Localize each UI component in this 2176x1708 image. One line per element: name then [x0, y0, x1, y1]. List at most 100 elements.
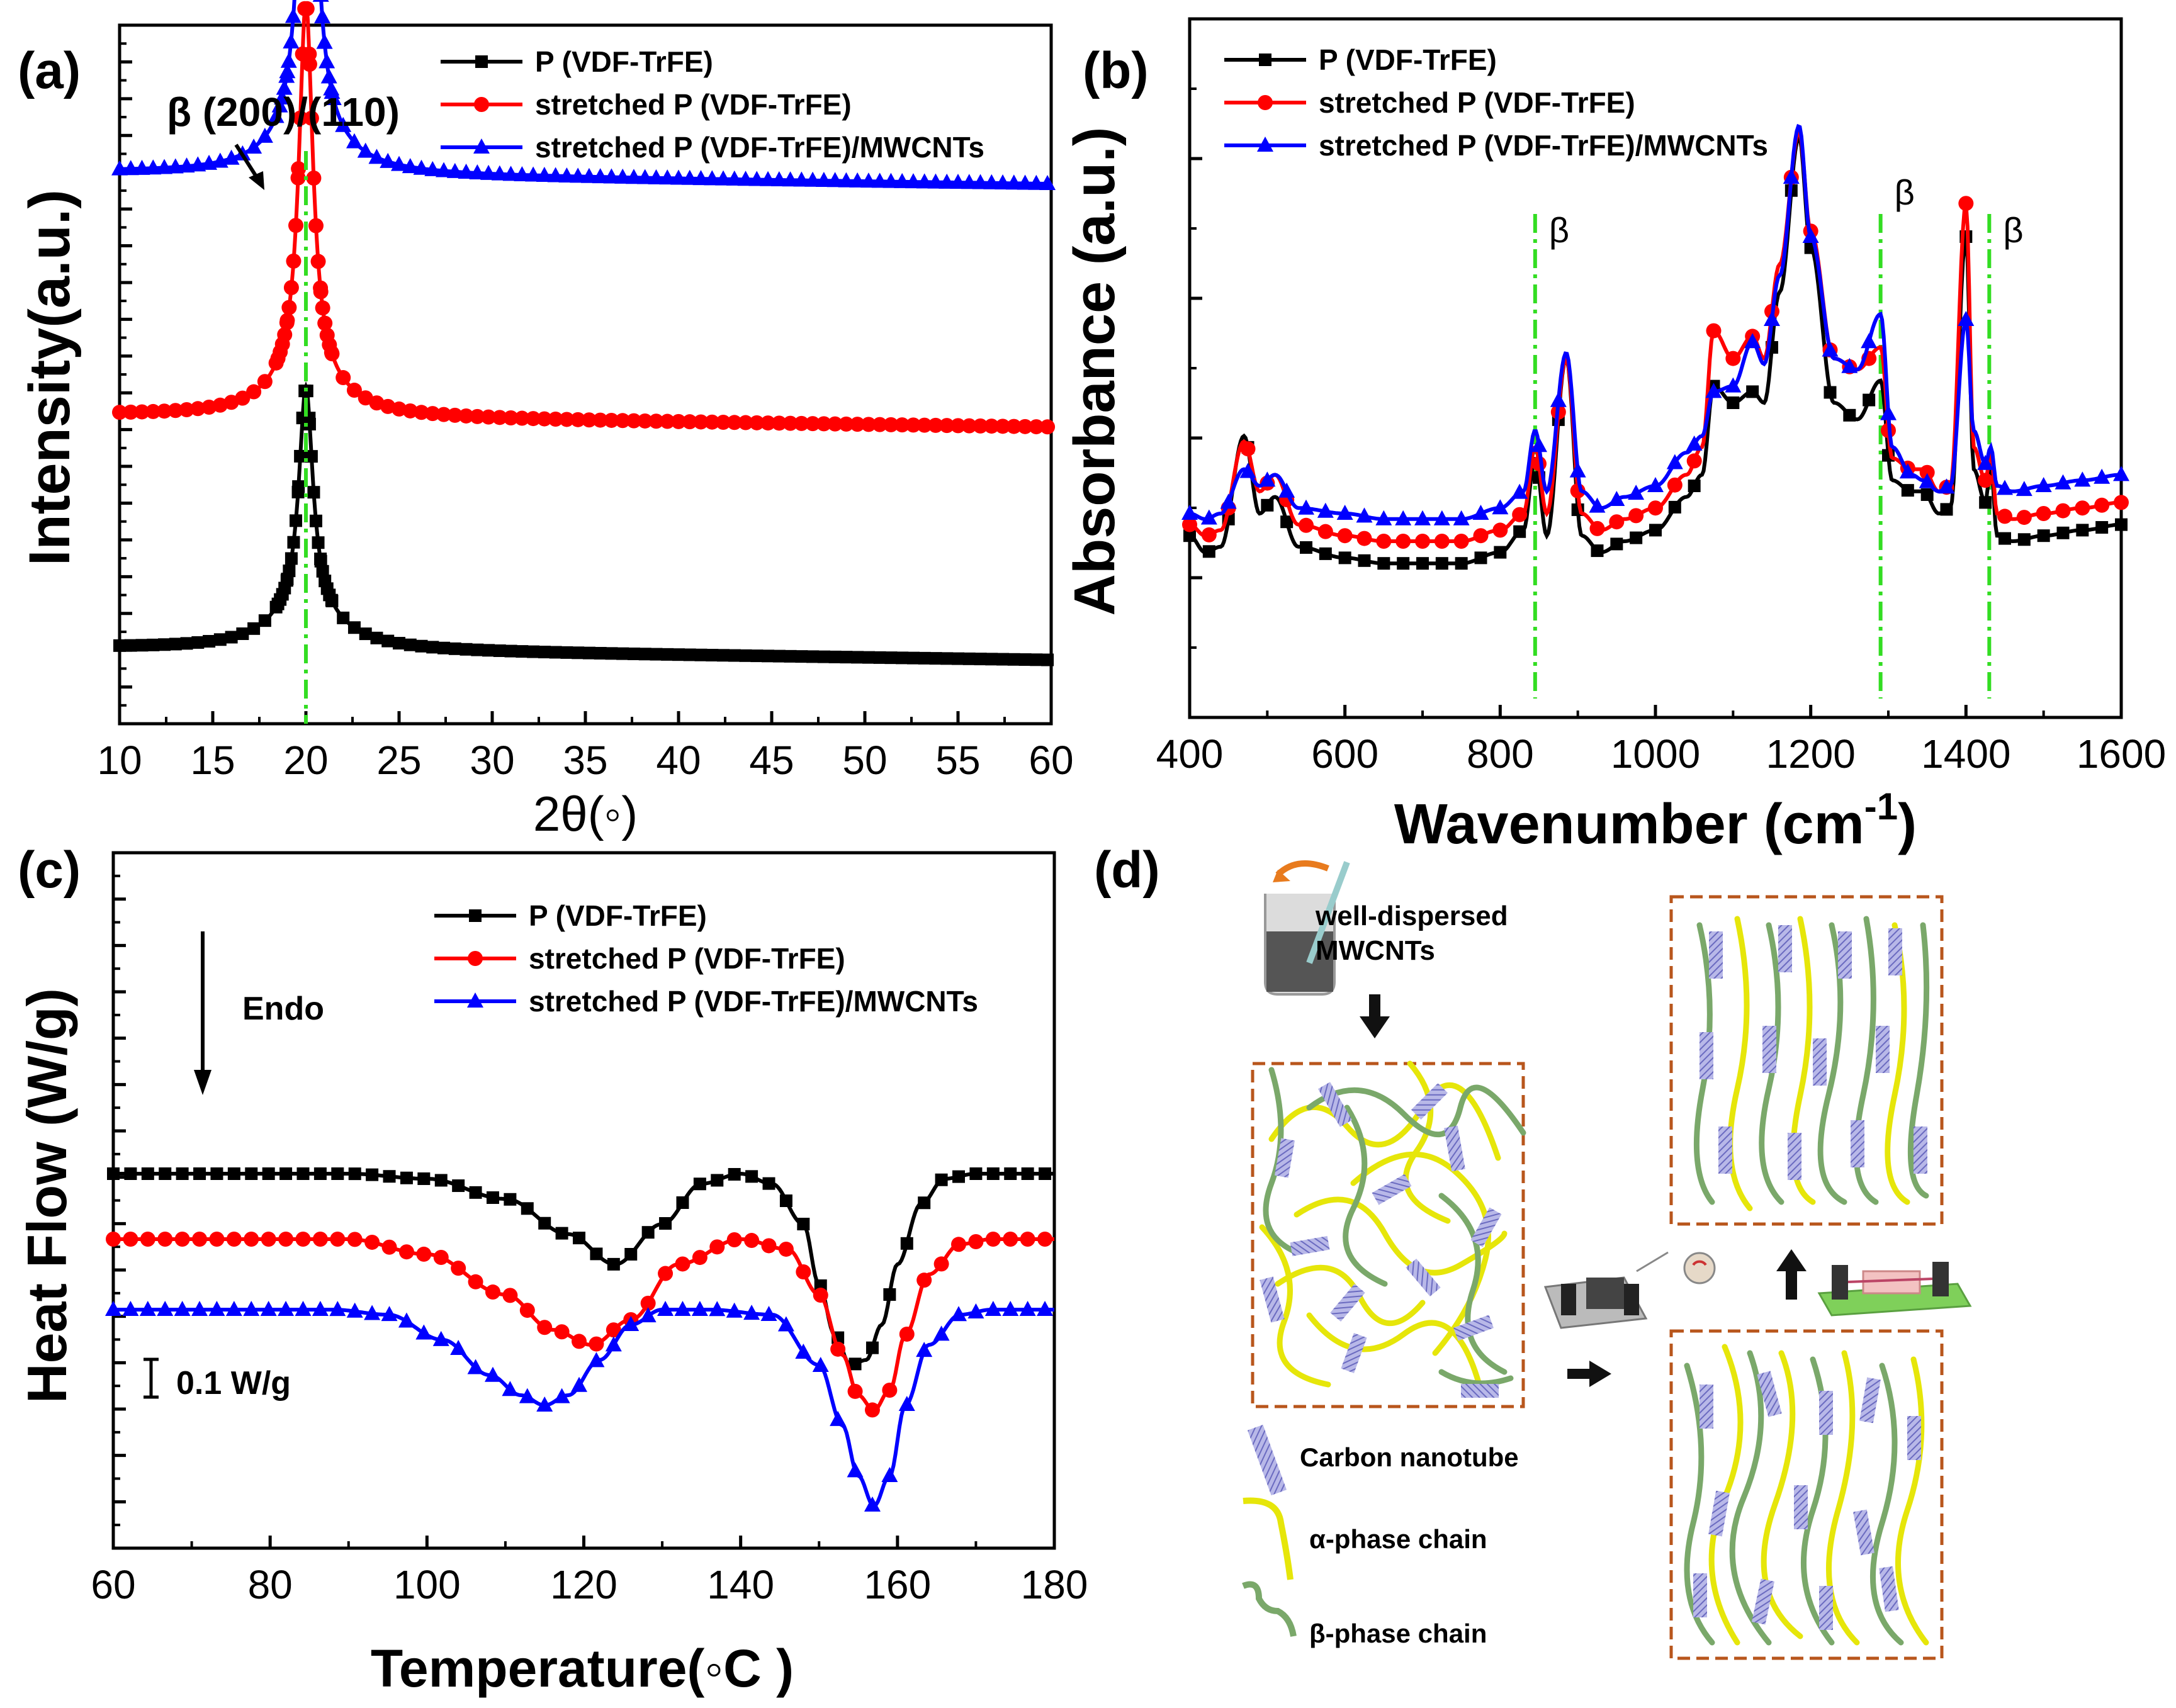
- panel-c-data-point: [1002, 1301, 1019, 1316]
- panel-b-series-line: [1189, 123, 2121, 521]
- legend-marker: [473, 138, 490, 154]
- panel-b-frame: [1188, 17, 2123, 719]
- panel-a-data-point: [359, 627, 372, 641]
- panel-c-data-point: [467, 1359, 484, 1374]
- panel-b-data-point: [1686, 435, 1703, 451]
- panel-a-data-point: [737, 171, 754, 186]
- panel-b-data-point: [1861, 333, 1878, 349]
- panel-a-data-point: [760, 171, 777, 186]
- panel-c-data-point: [451, 1261, 466, 1276]
- panel-a-data-point: [122, 160, 139, 176]
- panel-a-data-point: [491, 165, 508, 181]
- panel-c-data-point: [692, 1250, 707, 1266]
- panel-c-data-point: [452, 1179, 465, 1193]
- panel-a-arrow: [234, 143, 264, 190]
- panel-a-data-point: [748, 171, 765, 186]
- panel-b-xlabel-main: Wavenumber (cm: [1394, 793, 1864, 856]
- panel-b-data-point: [1841, 357, 1858, 373]
- panel-c-data-point: [1021, 1167, 1034, 1180]
- panel-b-data-point: [1688, 480, 1701, 492]
- panel-a-data-point: [256, 127, 273, 143]
- panel-b-data-point: [2094, 497, 2110, 513]
- panel-c-data-point: [1004, 1167, 1017, 1180]
- panel-a-xtick-label: 20: [283, 738, 328, 783]
- panel-a-data-point: [972, 174, 989, 189]
- panel-a-data-point: [286, 253, 302, 269]
- beaker-icon: [1264, 860, 1350, 996]
- panel-a-data-point: [950, 418, 966, 434]
- panel-a-data-point: [503, 410, 519, 425]
- panel-c-data-point: [985, 1232, 1001, 1247]
- panel-a-data-point: [392, 401, 407, 417]
- panel-a-data-point: [659, 169, 676, 185]
- panel-b-xtick-label: 800: [1467, 731, 1534, 777]
- panel-a-data-point: [771, 415, 787, 431]
- panel-d: (d) well-dispersed MWCNTs: [1094, 841, 1972, 1660]
- panel-a-data-point: [916, 173, 933, 189]
- panel-a-data-point: [323, 80, 340, 96]
- panel-c-data-point: [572, 1334, 587, 1349]
- panel-b-data-point: [2016, 510, 2032, 525]
- panel-b-data-point: [1435, 557, 1448, 570]
- panel-a-data-point: [303, 110, 319, 126]
- panel-a-data-point: [1030, 653, 1043, 666]
- panel-a-data-point: [1018, 653, 1032, 666]
- panel-a-data-point: [536, 167, 553, 183]
- down-arrow-icon: [1360, 994, 1390, 1038]
- panel-a-data-point: [581, 412, 597, 428]
- panel-b-data-point: [1300, 541, 1312, 554]
- panel-c-data-point: [864, 1402, 880, 1418]
- panel-c-data-point: [331, 1167, 344, 1180]
- panel-c-data-point: [157, 1301, 174, 1316]
- panel-c-data-point: [122, 1301, 139, 1316]
- panel-c-data-point: [176, 1167, 189, 1180]
- panel-b-data-point: [2015, 481, 2032, 497]
- panel-c-data-point: [554, 1324, 570, 1340]
- panel-a-data-point: [838, 172, 855, 188]
- panel-c-data-point: [347, 1232, 363, 1247]
- panel-a-data-point: [285, 552, 298, 565]
- panel-a-data-point: [319, 53, 335, 69]
- panel-c-data-point: [226, 1232, 242, 1247]
- panel-a-data-point: [169, 638, 182, 651]
- panel-c-data-point: [900, 1237, 913, 1250]
- panel-b-data-point: [1630, 531, 1643, 544]
- panel-a-data-point: [883, 417, 899, 432]
- panel-c-data-point: [969, 1167, 983, 1180]
- panel-a-legend: P (VDF-TrFE) stretched P (VDF-TrFE) stretc…: [441, 45, 984, 164]
- panel-c-data-point: [123, 1232, 138, 1247]
- panel-b-label: (b): [1083, 42, 1149, 99]
- panel-a-data-point: [320, 68, 337, 84]
- panel-b-xtick-label: 1200: [1766, 731, 1855, 777]
- panel-c-label: (c): [18, 841, 81, 899]
- panel-a-data-point: [368, 149, 385, 164]
- panel-a-data-point: [470, 408, 485, 424]
- panel-a-data-point: [682, 414, 697, 430]
- panel-b-data-point: [1278, 482, 1295, 498]
- panel-a-data-point: [310, 254, 326, 269]
- panel-a-data-point: [315, 300, 330, 316]
- panel-a-data-point: [436, 407, 452, 422]
- panel-c-data-point: [348, 1167, 361, 1181]
- legend-label: stretched P (VDF-TrFE)/MWCNTs: [1319, 129, 1768, 162]
- panel-a-data-point: [916, 417, 932, 433]
- panel-c-data-point: [659, 1216, 672, 1230]
- panel-a-data-point: [156, 159, 173, 174]
- panel-a-data-point: [448, 642, 461, 655]
- panel-b-data-point: [1666, 454, 1683, 469]
- panel-c-data-point: [726, 1232, 742, 1247]
- panel-a-data-point: [995, 174, 1012, 190]
- panel-a-data-point: [860, 172, 877, 188]
- panel-a-data-point: [257, 374, 273, 390]
- panel-b-xlabel-sup: -1: [1864, 785, 1898, 828]
- panel-a-data-point: [884, 651, 898, 665]
- panel-a-data-point: [145, 403, 161, 419]
- panel-a-data-point: [816, 416, 832, 432]
- panel-a-data-point: [527, 645, 540, 658]
- panel-b-data-point: [1220, 493, 1237, 509]
- panel-a-data-point: [514, 410, 530, 426]
- panel-a-data-point: [592, 168, 609, 184]
- panel-b-data-point: [1317, 524, 1333, 539]
- panel-a-data-point: [972, 418, 988, 434]
- panel-a-data-point: [482, 644, 495, 657]
